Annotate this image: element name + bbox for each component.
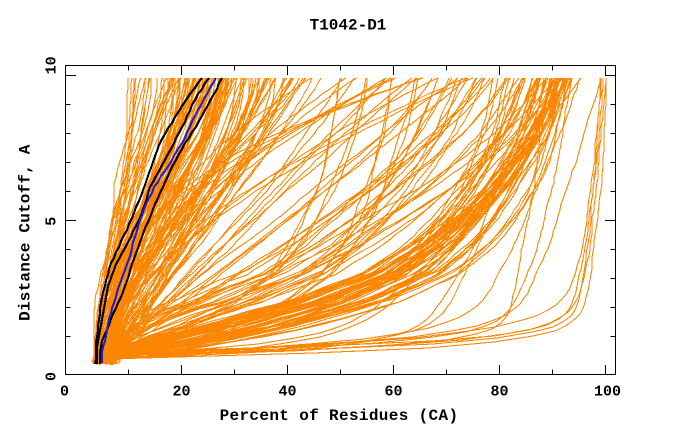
svg-text:10: 10 [44,56,61,74]
svg-text:Percent of Residues (CA): Percent of Residues (CA) [220,407,459,425]
svg-text:0: 0 [60,384,69,401]
svg-text:T1042-D1: T1042-D1 [310,17,387,35]
svg-text:80: 80 [490,384,508,401]
svg-text:100: 100 [594,384,621,401]
svg-text:5: 5 [44,217,61,226]
svg-text:Distance Cutoff, A: Distance Cutoff, A [17,144,35,321]
svg-text:60: 60 [384,384,402,401]
svg-text:20: 20 [172,384,190,401]
svg-text:40: 40 [278,384,296,401]
svg-text:0: 0 [44,372,61,381]
